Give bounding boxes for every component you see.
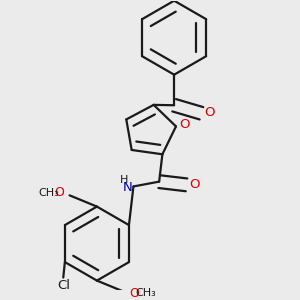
Text: Cl: Cl [57, 279, 70, 292]
Text: O: O [129, 287, 139, 300]
Text: N: N [123, 181, 133, 194]
Text: CH₃: CH₃ [38, 188, 59, 198]
Text: H: H [120, 175, 129, 185]
Text: O: O [54, 186, 64, 199]
Text: CH₃: CH₃ [136, 289, 157, 298]
Text: O: O [189, 178, 200, 191]
Text: O: O [180, 118, 190, 131]
Text: O: O [204, 106, 215, 119]
